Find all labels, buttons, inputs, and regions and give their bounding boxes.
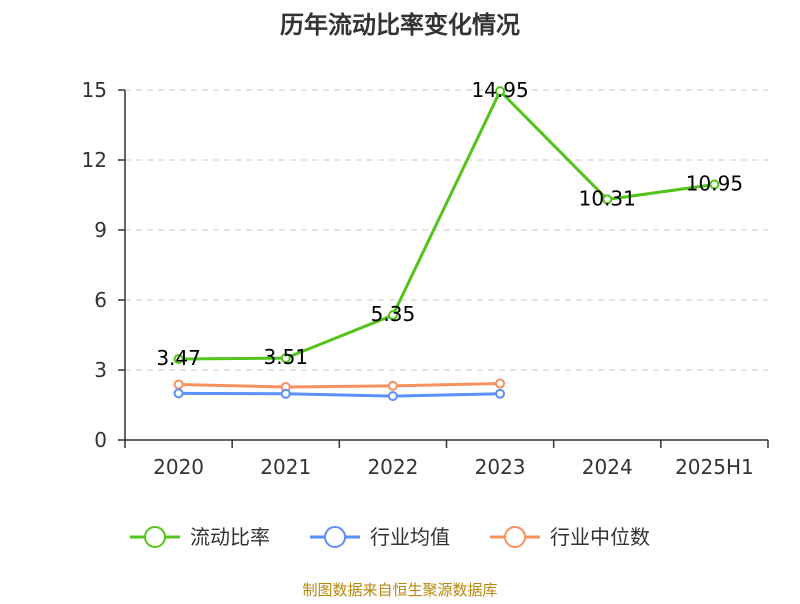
legend-item[interactable]: 行业均值 bbox=[310, 525, 450, 549]
y-tick-label: 9 bbox=[94, 218, 107, 242]
x-tick-label: 2022 bbox=[367, 455, 418, 479]
y-tick-label: 12 bbox=[82, 148, 107, 172]
y-tick-label: 6 bbox=[94, 288, 107, 312]
legend-label: 行业中位数 bbox=[550, 525, 650, 549]
data-point bbox=[387, 380, 398, 391]
legend-item[interactable]: 行业中位数 bbox=[490, 525, 650, 549]
series-line bbox=[178, 89, 715, 361]
legend-item[interactable]: 流动比率 bbox=[130, 525, 270, 549]
data-point bbox=[602, 194, 613, 205]
axes: 0 3 6 9 12 15 2020 2021 2022 2023 2024 2025H1 bbox=[82, 78, 769, 479]
data-point bbox=[495, 388, 506, 399]
data-point bbox=[280, 388, 291, 399]
legend-label: 流动比率 bbox=[190, 525, 270, 549]
data-point bbox=[280, 353, 291, 364]
series-line bbox=[178, 382, 501, 389]
x-tick-label: 2023 bbox=[475, 455, 526, 479]
series-lines bbox=[173, 86, 720, 402]
data-label: 10.31 bbox=[579, 186, 636, 210]
y-tick-label: 15 bbox=[82, 78, 107, 102]
y-tick-label: 3 bbox=[94, 358, 107, 382]
legend-label: 行业均值 bbox=[370, 525, 450, 549]
data-point bbox=[387, 391, 398, 402]
data-point bbox=[709, 179, 720, 190]
data-point bbox=[173, 379, 184, 390]
data-point bbox=[173, 388, 184, 399]
legend-swatch-marker bbox=[324, 526, 346, 548]
data-label: 3.47 bbox=[156, 346, 201, 370]
series-line bbox=[178, 391, 501, 398]
data-point bbox=[173, 354, 184, 365]
x-tick-label: 2021 bbox=[260, 455, 311, 479]
legend-swatch-marker bbox=[504, 526, 526, 548]
data-labels: 3.47 3.51 5.35 14.95 10.31 10.95 bbox=[156, 78, 743, 370]
chart-title: 历年流动比率变化情况 bbox=[280, 11, 520, 39]
data-label: 14.95 bbox=[471, 78, 528, 102]
x-tick-label: 2020 bbox=[153, 455, 204, 479]
y-tick-label: 0 bbox=[94, 428, 107, 452]
legend[interactable]: 流动比率 行业均值 行业中位数 bbox=[130, 525, 650, 549]
grid-lines bbox=[125, 89, 768, 371]
data-label: 10.95 bbox=[686, 172, 743, 196]
data-point bbox=[495, 86, 506, 97]
legend-swatch-marker bbox=[144, 526, 166, 548]
x-tick-label: 2025H1 bbox=[675, 455, 754, 479]
data-point bbox=[495, 378, 506, 389]
data-label: 3.51 bbox=[263, 345, 308, 369]
source-note: 制图数据来自恒生聚源数据库 bbox=[302, 581, 497, 599]
x-tick-label: 2024 bbox=[582, 455, 633, 479]
data-point bbox=[387, 310, 398, 321]
data-label: 5.35 bbox=[371, 302, 416, 326]
